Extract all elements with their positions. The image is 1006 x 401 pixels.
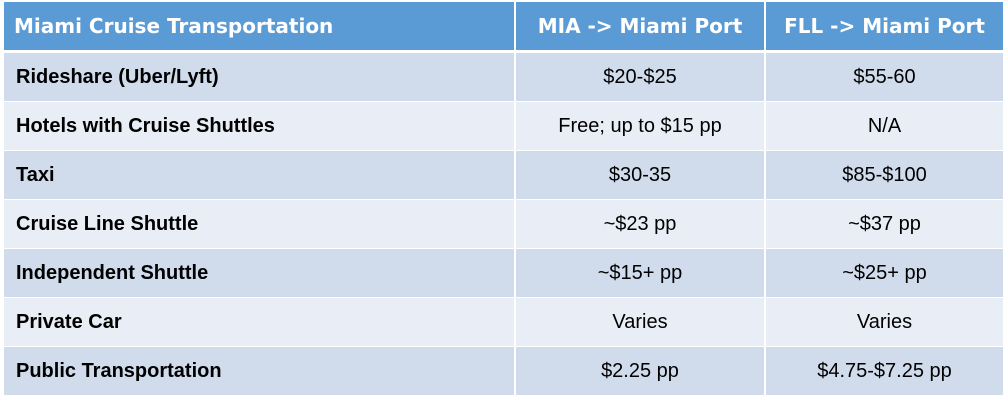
table-row: Private Car Varies Varies (4, 298, 1003, 347)
table-row: Taxi $30-35 $85-$100 (4, 151, 1003, 200)
transportation-table-container: Miami Cruise Transportation MIA -> Miami… (4, 2, 1003, 396)
mia-price-cell: ~$15+ pp (516, 249, 766, 298)
fll-price-cell: $4.75-$7.25 pp (766, 347, 1003, 396)
mia-price-cell: $2.25 pp (516, 347, 766, 396)
row-label: Hotels with Cruise Shuttles (4, 102, 516, 151)
row-label: Private Car (4, 298, 516, 347)
mia-price-cell: ~$23 pp (516, 200, 766, 249)
mia-price-cell: $20-$25 (516, 53, 766, 102)
row-label: Cruise Line Shuttle (4, 200, 516, 249)
fll-price-cell: N/A (766, 102, 1003, 151)
table-row: Cruise Line Shuttle ~$23 pp ~$37 pp (4, 200, 1003, 249)
row-label: Independent Shuttle (4, 249, 516, 298)
row-label: Taxi (4, 151, 516, 200)
fll-price-cell: ~$25+ pp (766, 249, 1003, 298)
mia-price-cell: Varies (516, 298, 766, 347)
mia-price-cell: Free; up to $15 pp (516, 102, 766, 151)
table-header-row: Miami Cruise Transportation MIA -> Miami… (4, 2, 1003, 53)
header-fll-to-port: FLL -> Miami Port (766, 2, 1003, 53)
row-label: Rideshare (Uber/Lyft) (4, 53, 516, 102)
header-mia-to-port: MIA -> Miami Port (516, 2, 766, 53)
table-row: Public Transportation $2.25 pp $4.75-$7.… (4, 347, 1003, 396)
fll-price-cell: $85-$100 (766, 151, 1003, 200)
fll-price-cell: ~$37 pp (766, 200, 1003, 249)
table-row: Rideshare (Uber/Lyft) $20-$25 $55-60 (4, 53, 1003, 102)
row-label: Public Transportation (4, 347, 516, 396)
header-transportation-type: Miami Cruise Transportation (4, 2, 516, 53)
table-row: Hotels with Cruise Shuttles Free; up to … (4, 102, 1003, 151)
mia-price-cell: $30-35 (516, 151, 766, 200)
transportation-table: Miami Cruise Transportation MIA -> Miami… (4, 2, 1003, 396)
table-row: Independent Shuttle ~$15+ pp ~$25+ pp (4, 249, 1003, 298)
fll-price-cell: Varies (766, 298, 1003, 347)
fll-price-cell: $55-60 (766, 53, 1003, 102)
